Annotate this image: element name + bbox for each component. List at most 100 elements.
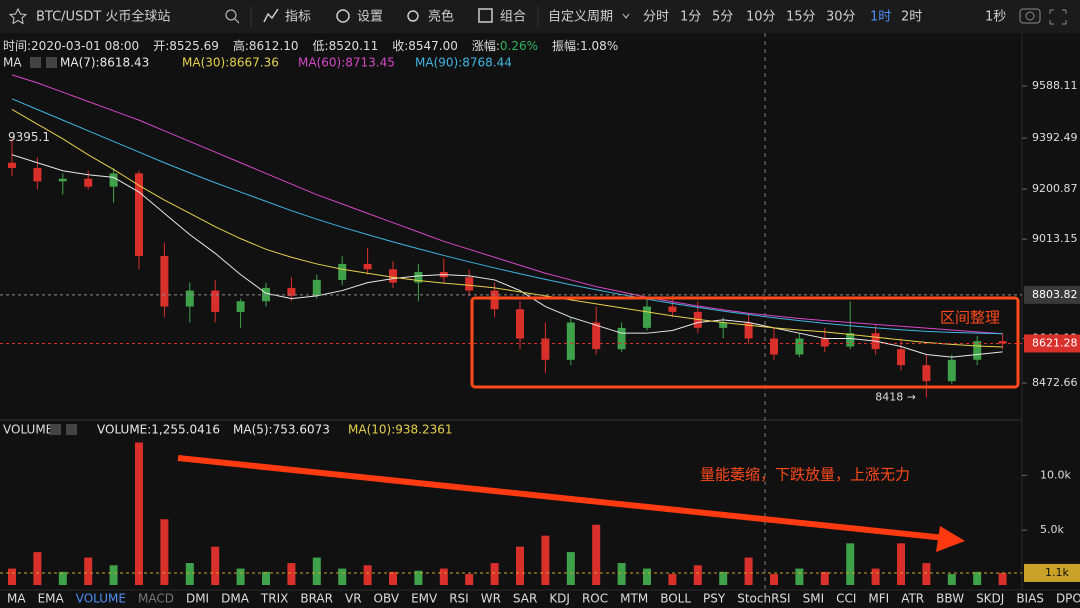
candle-body (84, 178, 93, 187)
indicator-tab[interactable]: SAR (513, 592, 537, 606)
volume-bar (262, 571, 270, 585)
indicator-tab[interactable]: WR (481, 592, 501, 606)
info-label: 振幅: (552, 38, 580, 53)
period-button[interactable]: 5分 (712, 10, 733, 25)
info-label: 开: (153, 39, 169, 53)
period-button[interactable]: 10分 (746, 10, 776, 25)
settings-icon (336, 9, 350, 23)
indicator-tab[interactable]: MTM (620, 592, 648, 606)
candle-body (465, 277, 474, 291)
toolbar-button[interactable]: 设置 (357, 10, 383, 25)
indicator-tab[interactable]: OBV (374, 592, 400, 606)
candle-body (719, 322, 728, 328)
indicator-tab[interactable]: VOLUME (76, 592, 126, 606)
y-tick-label: 9588.11 (1032, 79, 1078, 92)
indicator-tab[interactable]: ROC (582, 592, 608, 606)
layout-icon (478, 8, 493, 23)
info-field: 振幅:1.08% (552, 38, 618, 53)
volume-bar (770, 574, 778, 585)
favorite-icon[interactable] (8, 7, 28, 25)
indicator-tab[interactable]: RSI (449, 592, 469, 606)
indicator-tab[interactable]: DMI (186, 592, 209, 606)
indicator-tab[interactable]: BIAS (1016, 592, 1044, 606)
period-button[interactable]: 2时 (901, 10, 922, 25)
info-field: 开:8525.69 (153, 39, 219, 53)
period-button[interactable]: 1分 (680, 10, 701, 25)
volume-bar (135, 442, 143, 585)
indicator-tab[interactable]: StochRSI (737, 592, 790, 606)
legend-entry: MA(5):753.6073 (233, 423, 330, 437)
legend-entry: MA(30):8667.36 (182, 56, 279, 70)
candle-body (846, 333, 855, 347)
volume-bar (795, 568, 804, 585)
refresh-rate[interactable]: 1秒 (985, 10, 1006, 25)
volume-bar (414, 570, 423, 585)
indicator-tab[interactable]: DMA (221, 592, 250, 606)
indicator-tab[interactable]: PSY (703, 592, 726, 606)
period-custom[interactable]: 自定义周期 (548, 10, 613, 25)
info-value: 8520.11 (329, 39, 379, 53)
candle-body (973, 341, 982, 360)
indicator-tab[interactable]: KDJ (549, 592, 570, 606)
indicator-tab[interactable]: SKDJ (976, 592, 1004, 606)
info-value: 0.26% (500, 39, 538, 53)
volume-bar (820, 571, 829, 585)
indicator-tab[interactable]: BBW (936, 592, 964, 606)
candle-body (135, 173, 143, 256)
volume-bar (185, 563, 194, 585)
indicator-tab[interactable]: EMA (38, 592, 65, 606)
volume-bar (312, 557, 321, 585)
symbol[interactable]: BTC/USDT 火币全球站 (36, 9, 170, 25)
legend-title: VOLUME (3, 423, 53, 437)
search-icon[interactable] (225, 9, 237, 21)
toolbar-bg (0, 0, 1080, 33)
candle-body (795, 338, 804, 355)
legend-entry: MA(90):8768.44 (415, 56, 512, 70)
volume-bar (389, 571, 397, 585)
volume-bar (998, 572, 1007, 585)
low-label: 8418 → (875, 391, 916, 404)
info-label: 低: (313, 39, 329, 53)
indicator-tab[interactable]: CCI (836, 592, 856, 606)
volume-tag-label: 1.1k (1045, 566, 1069, 579)
candle-body (109, 173, 118, 187)
period-button[interactable]: 15分 (786, 10, 816, 25)
theme-icon (407, 10, 419, 22)
indicator-tab[interactable]: BOLL (660, 592, 691, 606)
candle-body (389, 269, 397, 283)
period-button[interactable]: 1时 (870, 10, 891, 25)
toolbar-button[interactable]: 指标 (285, 10, 311, 25)
indicator-tab[interactable]: SMI (803, 592, 825, 606)
indicator-tab[interactable]: TRIX (260, 592, 288, 606)
indicator-tab[interactable]: MACD (138, 592, 174, 606)
indicator-tab[interactable]: EMV (411, 592, 438, 606)
ma-line (11, 154, 1003, 358)
legend-icon (30, 57, 41, 68)
volume-tag (1024, 563, 1080, 582)
volume-bar (643, 568, 651, 585)
volume-bar (363, 565, 372, 585)
candle-body (516, 309, 524, 339)
period-button[interactable]: 30分 (826, 10, 856, 25)
y-tick-label: 5.0k (1040, 523, 1064, 536)
camera-icon[interactable] (1019, 8, 1041, 24)
ma-line (11, 98, 1003, 335)
indicator-tab[interactable]: MA (7, 592, 26, 606)
candle-body (897, 349, 905, 366)
indicator-tab[interactable]: MFI (868, 592, 889, 606)
candle-body (643, 306, 651, 328)
toolbar-button[interactable]: 亮色 (428, 9, 454, 25)
candle-body (236, 301, 245, 312)
info-field: 涨幅:0.26% (472, 38, 538, 53)
indicator-tab[interactable]: ATR (901, 592, 924, 606)
indicator-tab[interactable]: VR (345, 592, 362, 606)
candle-body (8, 162, 16, 169)
fullscreen-icon[interactable] (1049, 9, 1067, 25)
period-button[interactable]: 分时 (643, 10, 669, 25)
candle-body (922, 365, 931, 382)
indicator-tab[interactable]: DPO (1056, 592, 1080, 606)
toolbar-button[interactable]: 组合 (500, 10, 526, 25)
y-tick-label: 9013.15 (1032, 232, 1078, 245)
indicator-tab[interactable]: BRAR (300, 592, 333, 606)
